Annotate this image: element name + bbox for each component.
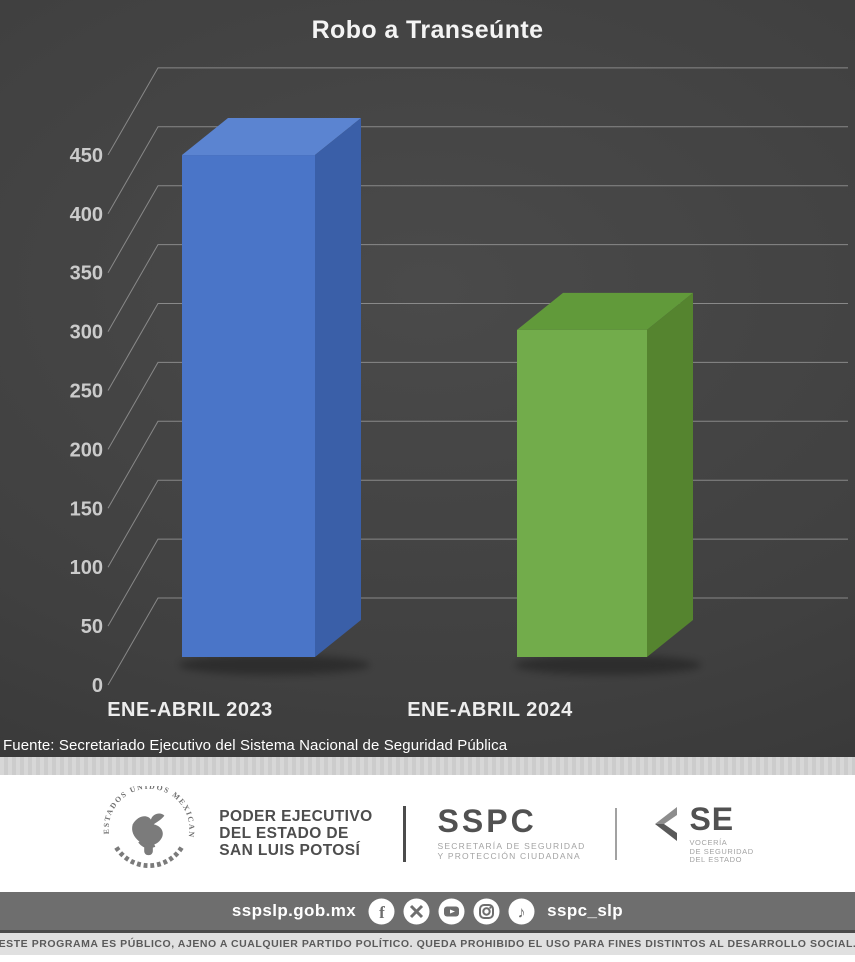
footer-branding: ESTADOS UNIDOS MEXICANOS PODER EJECUTIVO… [0,775,855,892]
disclaimer-bar: ESTE PROGRAMA ES PÚBLICO, AJENO A CUALQU… [0,933,855,955]
se-logo: SE VOCERÍA DE SEGURIDAD DEL ESTADO [647,802,753,865]
social-bar: sspslp.gob.mx f ♪ [0,892,855,933]
x-twitter-icon[interactable] [403,898,430,925]
sspc-logo: SSPC SECRETARÍA DE SEGURIDAD Y PROTECCIÓ… [437,803,586,861]
chart-panel: 0 50 100 150 200 250 300 350 400 450 ENE-ABRIL 202… [0,0,855,757]
bar-shadow [514,655,702,675]
gov-line-2: DEL ESTADO DE [219,825,349,842]
y-tick-label: 0 [92,675,103,697]
chart-title: Robo a Transeúnte [311,16,544,44]
se-sub-line-3: DEL ESTADO [689,855,743,865]
sspc-subtitle: SECRETARÍA DE SEGURIDAD Y PROTECCIÓN CIU… [438,841,586,861]
gridline [107,67,848,156]
facebook-icon[interactable]: f [368,898,395,925]
y-tick-label: 450 [70,145,103,167]
sspc-sub-line-2: Y PROTECCIÓN CIUDADANA [437,851,581,861]
instagram-icon[interactable] [473,898,500,925]
bar-side-face [315,118,361,658]
y-tick-label: 250 [70,381,103,403]
se-chevron-icon [655,807,678,842]
website-link[interactable]: sspslp.gob.mx [231,901,357,920]
se-acronym: SE [689,801,735,838]
y-tick-label: 200 [70,439,103,461]
svg-text:♪: ♪ [518,904,526,921]
y-tick-label: 350 [70,263,103,285]
gridline [107,185,848,273]
government-block: ESTADOS UNIDOS MEXICANOS PODER EJECUTIVO… [101,786,402,882]
y-tick-label: 400 [70,204,103,226]
footer-divider-2 [615,807,618,860]
svg-text:f: f [379,903,385,922]
youtube-icon[interactable] [438,898,465,925]
gov-line-1: PODER EJECUTIVO [219,808,373,825]
bar-top-face [182,118,361,156]
footer-divider-1 [402,805,406,862]
tiktok-icon[interactable]: ♪ [508,898,535,925]
bar-shadow [178,655,371,675]
bar-front-face [182,155,315,658]
social-icons: f ♪ [368,898,535,925]
divider-strip [0,757,855,775]
x-category-label: ENE-ABRIL 2023 [107,699,273,721]
gridline [107,244,848,332]
x-category-label: ENE-ABRIL 2024 [407,699,573,721]
se-subtitle: VOCERÍA DE SEGURIDAD DEL ESTADO [689,839,753,865]
sspc-acronym: SSPC [437,803,537,839]
bar-chart: 0 50 100 150 200 250 300 350 400 450 ENE-ABRIL 202… [70,67,848,721]
mexico-coat-of-arms-icon: ESTADOS UNIDOS MEXICANOS [101,786,195,868]
gov-line-3: SAN LUIS POTOSÍ [219,842,361,859]
se-sub-line-2: DE SEGURIDAD [689,846,754,856]
gridline [107,126,848,215]
y-tick-label: 300 [70,322,103,344]
bar-top-face [517,292,693,330]
disclaimer-text: ESTE PROGRAMA ES PÚBLICO, AJENO A CUALQU… [0,938,855,950]
government-title: PODER EJECUTIVO DEL ESTADO DE SAN LUIS P… [219,808,372,859]
y-tick-label: 100 [70,557,103,579]
y-tick-label: 50 [81,616,103,638]
source-attribution: Fuente: Secretariado Ejecutivo del Siste… [3,737,508,754]
y-tick-label: 150 [70,498,103,520]
bar-side-face [647,292,693,657]
sspc-sub-line-1: SECRETARÍA DE SEGURIDAD [437,841,586,851]
social-handle[interactable]: sspc_slp [547,901,624,920]
bar-front-face [517,329,647,657]
se-sub-line-1: VOCERÍA [689,838,728,848]
